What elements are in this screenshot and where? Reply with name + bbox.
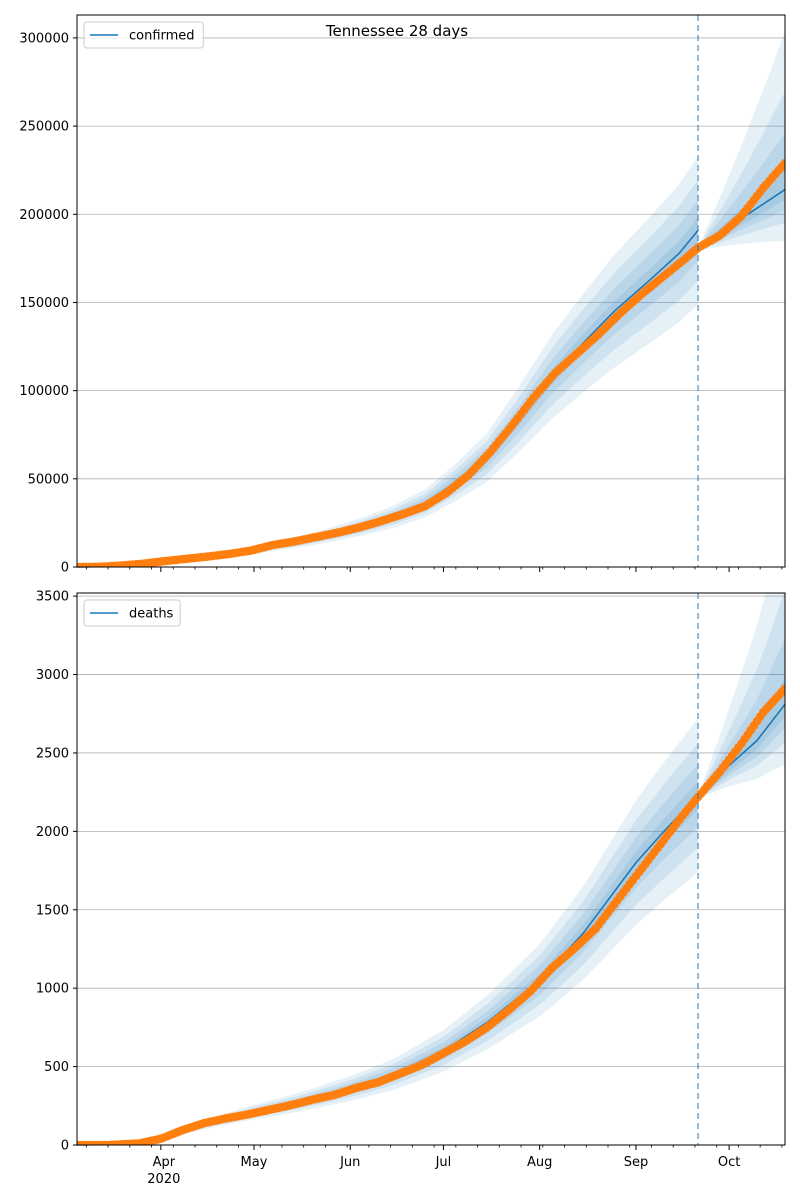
forecast-band <box>698 132 785 251</box>
y-tick-label: 0 <box>61 1139 69 1154</box>
confidence-band <box>77 718 699 1145</box>
uncertainty-bands <box>77 593 785 1145</box>
y-tick-label: 3500 <box>36 590 69 605</box>
x-tick-label: Apr <box>153 1155 176 1170</box>
legend-label: confirmed <box>129 29 195 44</box>
x-year-label: 2020 <box>147 1172 180 1187</box>
y-tick-label: 300000 <box>19 31 69 46</box>
forecast-band <box>698 91 785 251</box>
legend-box <box>83 21 204 49</box>
legend-label: deaths <box>129 607 174 622</box>
forecast-band <box>698 593 785 799</box>
series-line-deaths <box>76 794 699 1146</box>
forecast-band <box>698 31 785 251</box>
x-tick-label: May <box>241 1155 268 1170</box>
y-tick-label: 50000 <box>28 472 69 487</box>
confidence-band <box>77 156 699 567</box>
y-tick-label: 100000 <box>19 384 69 399</box>
y-tick-label: 1500 <box>36 903 69 918</box>
legend: confirmed <box>83 21 204 49</box>
y-tick-label: 3000 <box>36 668 69 683</box>
x-tick-label: Jul <box>435 1155 452 1170</box>
data-point <box>780 684 785 693</box>
y-tick-label: 200000 <box>19 208 69 223</box>
y-tick-label: 250000 <box>19 120 69 135</box>
axes-frame <box>76 592 786 1146</box>
x-tick-label: Sep <box>624 1155 649 1170</box>
x-tick-label: Jun <box>339 1155 360 1170</box>
chart-title: Tennessee 28 days <box>325 22 468 40</box>
confidence-band <box>77 179 699 567</box>
legend-box <box>83 599 181 627</box>
x-tick-label: Aug <box>527 1155 552 1170</box>
y-tick-label: 1000 <box>36 982 69 997</box>
y-tick-label: 500 <box>44 1060 69 1075</box>
x-tick-label: Oct <box>718 1155 740 1170</box>
y-tick-label: 2000 <box>36 825 69 840</box>
y-tick-label: 150000 <box>19 296 69 311</box>
axes-frame <box>76 14 786 568</box>
y-tick-label: 0 <box>61 561 69 576</box>
legend: deaths <box>83 599 181 627</box>
data-point <box>780 158 785 168</box>
forecast-band <box>698 593 785 799</box>
panel-bottom: 0 500 1000 1500 2000 2500 3000 3500 Apr May Jun Jul… <box>36 590 786 1187</box>
observed-points <box>77 158 785 567</box>
y-tick-label: 2500 <box>36 746 69 761</box>
uncertainty-bands <box>77 31 785 567</box>
observed-points <box>77 684 785 1145</box>
panel-top: 0 50000 100000 150000 200000 250000 300000 conf… <box>19 14 786 576</box>
